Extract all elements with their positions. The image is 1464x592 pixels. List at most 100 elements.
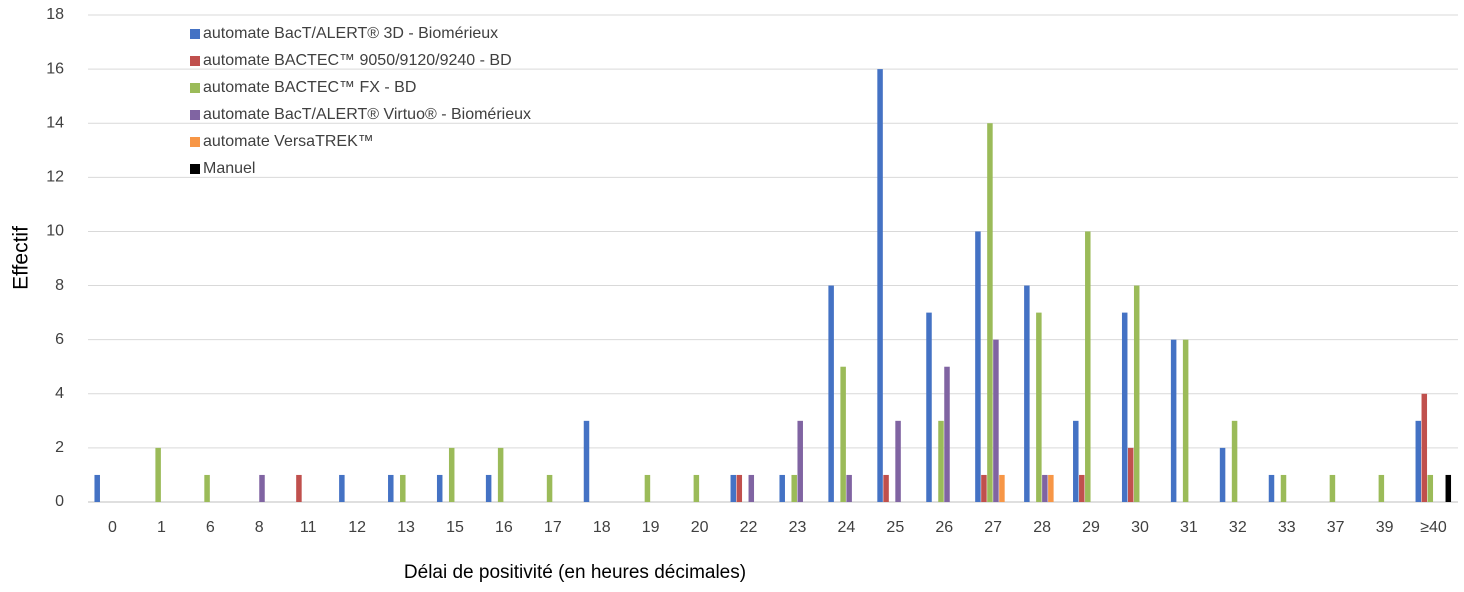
x-tick-label: 8 bbox=[255, 519, 264, 536]
bar bbox=[400, 474, 406, 502]
x-tick-label: 22 bbox=[740, 519, 758, 536]
x-tick-label: 18 bbox=[593, 519, 611, 536]
bar bbox=[975, 231, 981, 502]
bar bbox=[944, 366, 950, 502]
x-tick-label: 25 bbox=[886, 519, 904, 536]
bar bbox=[1427, 474, 1434, 502]
x-tick-label: 1 bbox=[157, 519, 166, 536]
bar bbox=[644, 474, 651, 502]
x-tick-label: 37 bbox=[1327, 519, 1345, 536]
x-tick-label: 16 bbox=[495, 519, 513, 536]
bar bbox=[693, 474, 700, 502]
x-tick-label: 31 bbox=[1180, 519, 1198, 536]
x-tick-label: 11 bbox=[300, 519, 317, 536]
y-tick-label: 14 bbox=[46, 114, 64, 131]
x-tick-label: 19 bbox=[642, 519, 660, 536]
bar bbox=[993, 339, 999, 502]
bar bbox=[339, 474, 345, 502]
bar bbox=[1036, 312, 1042, 502]
bar bbox=[583, 420, 590, 502]
bar bbox=[1329, 474, 1336, 502]
bar bbox=[883, 474, 889, 502]
bar bbox=[1421, 393, 1428, 502]
x-tick-label: 6 bbox=[206, 519, 215, 536]
bar bbox=[748, 474, 755, 502]
y-tick-label: 10 bbox=[46, 223, 64, 240]
bar bbox=[155, 447, 161, 502]
bar bbox=[1378, 474, 1385, 502]
legend-label: automate BACTEC™ FX - BD bbox=[203, 79, 416, 96]
bar bbox=[840, 366, 846, 502]
y-tick-label: 16 bbox=[46, 60, 64, 77]
x-tick-label: 17 bbox=[544, 519, 562, 536]
bar bbox=[1170, 339, 1177, 502]
x-tick-label: 0 bbox=[108, 519, 117, 536]
bar bbox=[1048, 474, 1054, 502]
bar bbox=[94, 474, 100, 502]
bar bbox=[448, 447, 455, 502]
bar bbox=[895, 420, 901, 502]
bar bbox=[1231, 420, 1238, 502]
legend-label: automate BacT/ALERT® 3D - Biomérieux bbox=[203, 25, 498, 42]
bar bbox=[436, 474, 443, 502]
x-tick-label: 30 bbox=[1131, 519, 1149, 536]
y-tick-label: 18 bbox=[46, 6, 64, 23]
bar bbox=[485, 474, 492, 502]
bar bbox=[791, 474, 797, 502]
legend-label: automate VersaTREK™ bbox=[203, 133, 374, 150]
bar bbox=[1024, 285, 1030, 502]
y-tick-label: 2 bbox=[55, 439, 64, 456]
bar bbox=[1280, 474, 1287, 502]
x-tick-label: 12 bbox=[348, 519, 366, 536]
bar bbox=[1219, 447, 1226, 502]
bar bbox=[546, 474, 553, 502]
x-tick-label: 24 bbox=[837, 519, 855, 536]
x-axis-title: Délai de positivité (en heures décimales… bbox=[404, 562, 746, 583]
x-tick-label: 39 bbox=[1376, 519, 1394, 536]
x-tick-label: 28 bbox=[1033, 519, 1051, 536]
bar bbox=[1133, 285, 1140, 502]
legend-swatch bbox=[190, 137, 200, 147]
x-tick-label: ≥40 bbox=[1420, 519, 1447, 536]
legend-swatch bbox=[190, 56, 200, 66]
x-tick-label: 13 bbox=[397, 519, 415, 536]
bar bbox=[987, 123, 993, 502]
y-tick-label: 8 bbox=[55, 277, 64, 294]
legend-swatch bbox=[190, 164, 200, 174]
x-tick-label: 23 bbox=[789, 519, 807, 536]
x-tick-label: 27 bbox=[984, 519, 1002, 536]
bar bbox=[797, 420, 803, 502]
bar bbox=[1445, 474, 1452, 502]
x-tick-label: 20 bbox=[691, 519, 709, 536]
bar bbox=[1042, 474, 1048, 502]
legend-swatch bbox=[190, 110, 200, 120]
bar bbox=[388, 474, 394, 502]
bar bbox=[497, 447, 504, 502]
legend-swatch bbox=[190, 83, 200, 93]
x-tick-label: 32 bbox=[1229, 519, 1247, 536]
bar bbox=[828, 285, 834, 502]
bar bbox=[999, 474, 1005, 502]
bar bbox=[730, 474, 737, 502]
bar bbox=[259, 474, 265, 502]
y-tick-label: 0 bbox=[55, 493, 64, 510]
x-tick-label: 29 bbox=[1082, 519, 1100, 536]
bar bbox=[1121, 312, 1128, 502]
bar bbox=[736, 474, 743, 502]
bar bbox=[1182, 339, 1189, 502]
y-tick-label: 12 bbox=[46, 169, 64, 186]
bar bbox=[877, 69, 883, 502]
legend-label: automate BacT/ALERT® Virtuo® - Biomérieu… bbox=[203, 106, 531, 123]
bar bbox=[204, 474, 210, 502]
bar bbox=[981, 474, 987, 502]
legend-label: Manuel bbox=[203, 160, 255, 177]
bar bbox=[846, 474, 852, 502]
bar bbox=[1127, 447, 1134, 502]
legend-label: automate BACTEC™ 9050/9120/9240 - BD bbox=[203, 52, 512, 69]
bar bbox=[926, 312, 932, 502]
x-tick-label: 15 bbox=[446, 519, 464, 536]
legend-swatch bbox=[190, 29, 200, 39]
bar bbox=[296, 474, 302, 502]
bar bbox=[1079, 474, 1085, 502]
